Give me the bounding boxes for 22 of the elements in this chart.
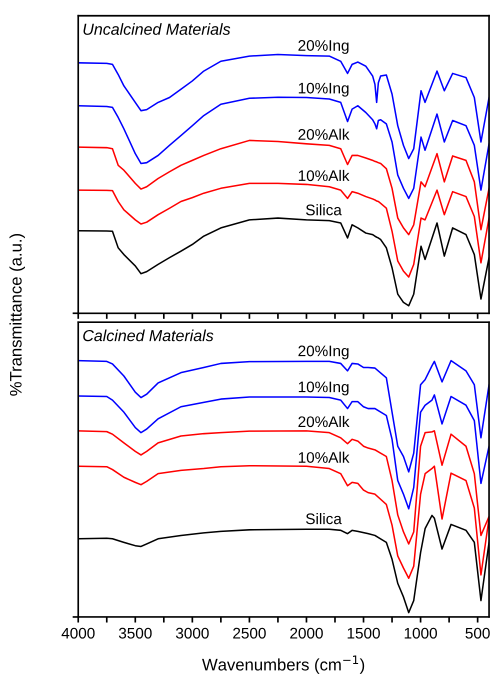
x-tick-label: 3000 [176,628,209,639]
series-label: 20%Alk [298,416,350,428]
series-label: Silica [306,513,342,524]
x-tick-label: 1500 [348,628,380,639]
x-tick-label: 2500 [233,628,266,639]
series-label: 10%Ing [298,382,349,396]
x-tick-label: 500 [466,628,490,639]
series-label: 20%Alk [298,128,350,140]
x-tick-label: 1000 [404,628,437,639]
series-label: Silica [306,204,342,216]
series-label: 10%Ing [298,82,349,97]
x-tick-label: 3500 [118,628,152,639]
x-axis-title: Wavenumbers (cm$^{−1}$) [202,656,364,674]
series-label: 20%Ing [298,40,349,54]
series-label: 10%Alk [298,170,350,182]
x-tick-label: 4000 [62,628,95,639]
chart-title: Uncalcined Materials [84,23,230,35]
y-axis-title: %Transmittance (a.u.) [9,234,25,396]
x-tick-label: 2000 [290,628,323,639]
series-label: 20%Ing [298,345,349,360]
chart-title: Calcined Materials [83,330,214,342]
series-label: 10%Alk [298,452,350,463]
